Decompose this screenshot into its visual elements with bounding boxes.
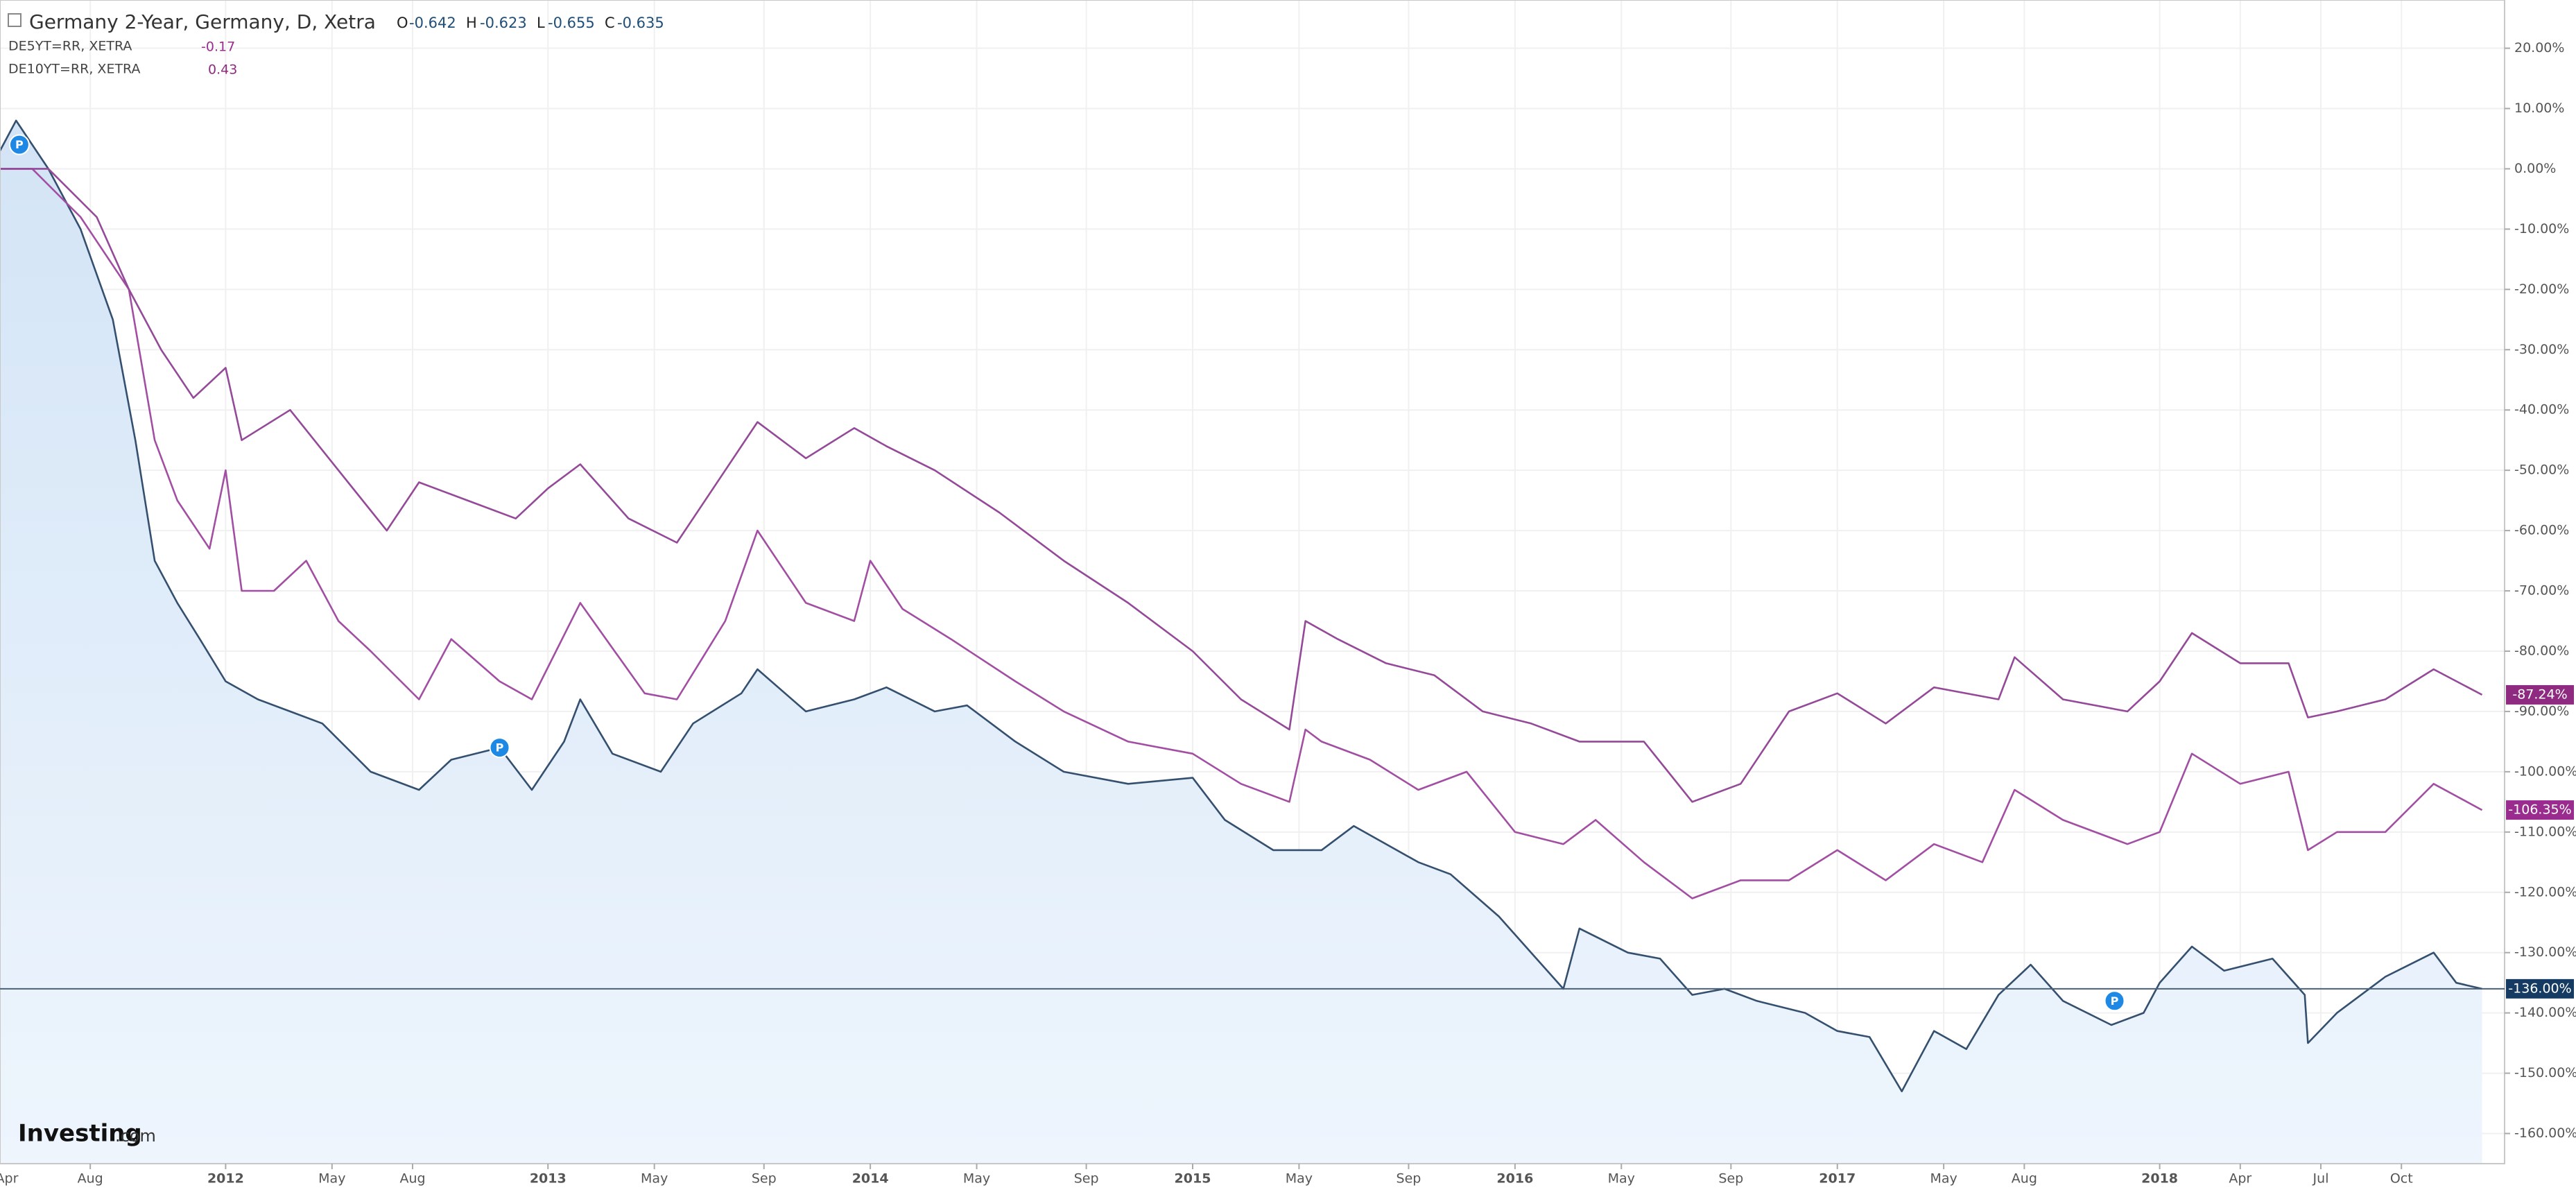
header: Germany 2-Year, Germany, D, Xetra O -0.6…	[8, 10, 664, 78]
collapse-icon[interactable]	[8, 13, 21, 27]
y-tick-label: -80.00%	[2514, 643, 2569, 658]
y-tick-label: -120.00%	[2514, 884, 2576, 899]
h-label: H	[466, 15, 477, 31]
area	[0, 120, 2482, 1164]
y-tick-label: -30.00%	[2514, 342, 2569, 357]
y-tick-label: -10.00%	[2514, 221, 2569, 236]
y-tick-label: -70.00%	[2514, 583, 2569, 598]
last-value-tag	[2506, 684, 2574, 705]
y-tick-label: -40.00%	[2514, 402, 2569, 417]
logo: Investing .com	[18, 1120, 156, 1148]
last-value-label: -136.00%	[2508, 981, 2571, 996]
x-tick-label: Sep	[752, 1171, 777, 1187]
x-tick-label: Aug	[78, 1171, 103, 1187]
event-marker	[2104, 990, 2125, 1012]
x-tick-label: Sep	[1397, 1171, 1421, 1187]
x-tick-label: Jul	[2313, 1171, 2329, 1187]
x-tick-label: May	[1608, 1171, 1635, 1187]
legend-name: DE10YT=RR, XETRA	[8, 62, 140, 77]
x-tick-label: 2013	[530, 1171, 567, 1187]
x-tick-label: Apr	[2229, 1171, 2251, 1187]
l-value: -0.655	[548, 15, 595, 31]
line	[0, 119, 2482, 1092]
line	[0, 168, 2483, 899]
y-tick-label: -150.00%	[2514, 1065, 2576, 1080]
y-tick-label: 20.00%	[2514, 40, 2564, 55]
x-tick-label: Oct	[2390, 1171, 2413, 1187]
x-tick-label: 2016	[1496, 1171, 1533, 1187]
y-tick-label: 10.00%	[2514, 101, 2564, 116]
last-value-label: -87.24%	[2512, 687, 2567, 702]
y-tick-label: -140.00%	[2514, 1005, 2576, 1020]
line	[0, 168, 2483, 803]
y-tick-label: -130.00%	[2514, 945, 2576, 960]
plot-area	[0, 119, 2483, 1164]
logo-suffix: .com	[115, 1126, 156, 1146]
x-tick-label: 2014	[852, 1171, 889, 1187]
x-tick-label: May	[318, 1171, 345, 1187]
y-tick-label: -90.00%	[2514, 703, 2569, 718]
c-value: -0.635	[617, 15, 664, 31]
x-tick-label: Aug	[399, 1171, 425, 1187]
x-tick-label: Aug	[2012, 1171, 2037, 1187]
x-tick-label: 2017	[1819, 1171, 1856, 1187]
last-value-tag	[2506, 800, 2574, 820]
event-marker	[8, 134, 30, 155]
main-series-name: Germany 2-Year, Germany, D, Xetra	[29, 10, 376, 33]
event-marker-label: P	[2111, 994, 2119, 1008]
y-tick-label: -50.00%	[2514, 463, 2569, 478]
y-tick-label: -100.00%	[2514, 764, 2576, 779]
last-value-tag	[2506, 978, 2574, 999]
event-marker-label: P	[15, 138, 24, 151]
x-tick-label: May	[963, 1171, 990, 1187]
logo-brand: Investing	[18, 1120, 142, 1148]
o-label: O	[397, 15, 408, 31]
legend-quote: 0.43	[208, 62, 237, 78]
x-tick-label: May	[1286, 1171, 1313, 1187]
x-tick-label: Sep	[1718, 1171, 1743, 1187]
x-tick-label: May	[641, 1171, 668, 1187]
x-tick-label: Apr	[0, 1171, 19, 1187]
y-tick-label: -160.00%	[2514, 1126, 2576, 1141]
x-tick-label: May	[1930, 1171, 1957, 1187]
y-tick-label: -110.00%	[2514, 824, 2576, 839]
h-value: -0.623	[480, 15, 527, 31]
legend-quote: -0.17	[201, 40, 235, 55]
o-value: -0.642	[409, 15, 456, 31]
x-tick-label: 2015	[1175, 1171, 1211, 1187]
x-tick-label: Sep	[1074, 1171, 1099, 1187]
legend-name: DE5YT=RR, XETRA	[8, 39, 132, 54]
event-marker	[489, 737, 510, 759]
last-value-label: -106.35%	[2508, 802, 2571, 818]
l-label: L	[537, 15, 545, 31]
c-label: C	[605, 15, 615, 31]
x-tick-label: 2012	[207, 1171, 244, 1187]
y-tick-label: -60.00%	[2514, 523, 2569, 538]
x-tick-label: 2018	[2141, 1171, 2178, 1187]
y-tick-label: 0.00%	[2514, 161, 2556, 176]
y-tick-label: -20.00%	[2514, 282, 2569, 297]
plot-border	[0, 0, 2505, 1164]
event-marker-label: P	[496, 741, 504, 754]
